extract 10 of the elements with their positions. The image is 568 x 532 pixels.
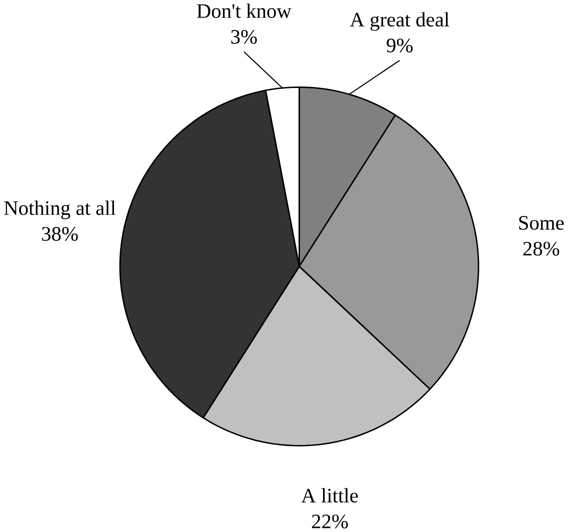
data-label: 28% [523,242,560,256]
slice-label: A great deal [350,12,450,31]
slice-label: Don't know [196,4,292,18]
slice-label: A little [301,488,358,503]
data-label: 38% [42,227,78,241]
slice-label: Nothing at all [4,200,116,220]
slice-label: Some [519,216,564,230]
data-label: 22% [312,514,348,528]
data-label: 3% [231,30,257,44]
data-label: 9% [386,38,413,52]
